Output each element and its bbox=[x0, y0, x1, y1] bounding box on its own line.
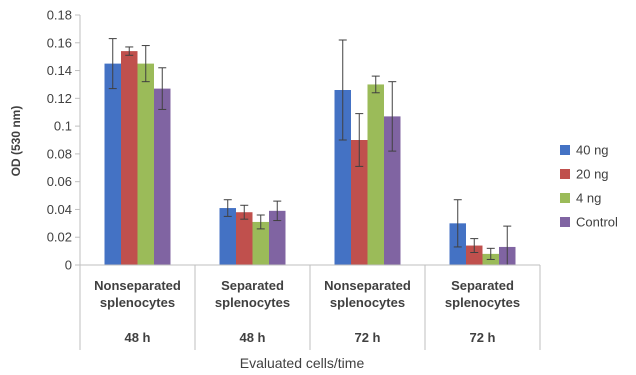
legend-swatch bbox=[560, 193, 570, 203]
y-tick-label: 0.18 bbox=[47, 8, 72, 23]
y-axis: 0 0.02 0.04 0.06 0.08 0.1 0.12 0.14 0.16 0.18 bbox=[47, 8, 81, 273]
y-tick-label: 0.12 bbox=[47, 91, 72, 106]
x-axis: Nonseparated splenocytes 48 h Separated sple… bbox=[79, 264, 541, 350]
category-time-label: 72 h bbox=[469, 330, 495, 345]
bar bbox=[121, 51, 138, 265]
legend-swatch bbox=[560, 145, 570, 155]
legend: 40 ng 20 ng 4 ng Control bbox=[560, 143, 618, 230]
bar bbox=[219, 208, 236, 265]
bar bbox=[269, 210, 286, 265]
y-axis-title: OD (530 nm) bbox=[9, 106, 23, 177]
legend-label: 40 ng bbox=[576, 143, 609, 158]
legend-label: 4 ng bbox=[576, 191, 601, 206]
bar bbox=[104, 63, 121, 265]
category-label: splenocytes bbox=[215, 295, 290, 310]
y-tick-label: 0.14 bbox=[47, 63, 72, 78]
y-tick-label: 0.04 bbox=[47, 202, 72, 217]
legend-swatch bbox=[560, 169, 570, 179]
bar bbox=[154, 88, 171, 265]
bars bbox=[104, 51, 516, 265]
bar bbox=[236, 212, 253, 265]
category-label: splenocytes bbox=[330, 295, 405, 310]
y-tick-label: 0.08 bbox=[47, 146, 72, 161]
bar bbox=[466, 245, 483, 265]
legend-label: 20 ng bbox=[576, 167, 609, 182]
error-bars bbox=[108, 38, 512, 266]
category-time-label: 48 h bbox=[239, 330, 265, 345]
bar bbox=[137, 63, 154, 265]
legend-swatch bbox=[560, 217, 570, 227]
category-label: Separated bbox=[451, 278, 514, 293]
y-tick-label: 0.1 bbox=[54, 119, 72, 134]
category-time-label: 48 h bbox=[124, 330, 150, 345]
category-time-label: 72 h bbox=[354, 330, 380, 345]
bar bbox=[334, 90, 351, 265]
y-tick-label: 0.16 bbox=[47, 35, 72, 50]
y-tick-label: 0.06 bbox=[47, 174, 72, 189]
category-label: Nonseparated bbox=[94, 278, 181, 293]
category-label: Separated bbox=[221, 278, 284, 293]
bar bbox=[252, 221, 269, 265]
bar bbox=[351, 140, 368, 265]
bar bbox=[384, 116, 401, 265]
y-tick-label: 0 bbox=[65, 258, 72, 273]
legend-label: Control bbox=[576, 215, 618, 230]
category-label: splenocytes bbox=[445, 295, 520, 310]
bar bbox=[367, 84, 384, 265]
y-tick-label: 0.02 bbox=[47, 230, 72, 245]
x-axis-title: Evaluated cells/time bbox=[240, 355, 365, 371]
category-label: splenocytes bbox=[100, 295, 175, 310]
category-label: Nonseparated bbox=[324, 278, 411, 293]
